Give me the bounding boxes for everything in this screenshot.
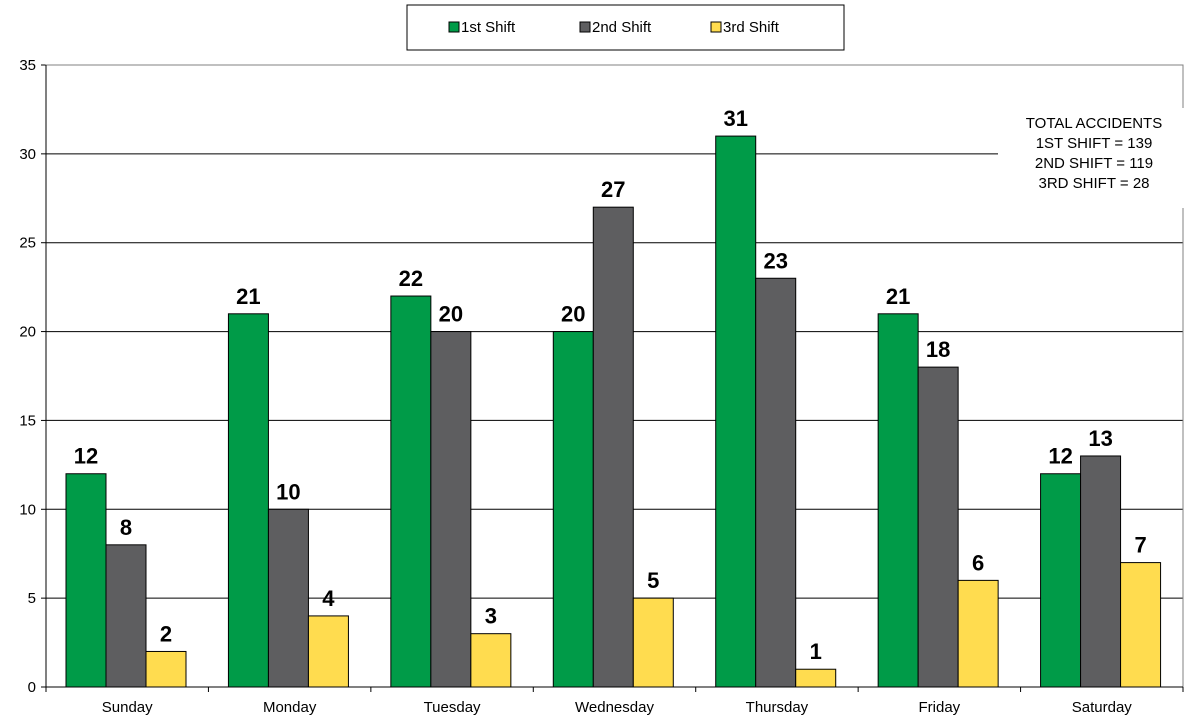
y-tick-label: 20 xyxy=(19,324,36,341)
bar xyxy=(795,668,837,688)
legend-label: 3rd Shift xyxy=(723,19,780,36)
bar xyxy=(267,508,309,688)
y-tick-label: 5 xyxy=(28,590,36,607)
bar xyxy=(1080,455,1122,688)
legend-label: 1st Shift xyxy=(461,19,516,36)
bar xyxy=(715,135,757,688)
bar xyxy=(592,206,634,688)
x-tick-label: Wednesday xyxy=(575,699,654,716)
bar xyxy=(307,615,349,688)
annotation-line: 1ST SHIFT = 139 xyxy=(1036,135,1153,152)
data-label: 21 xyxy=(886,284,910,309)
bar xyxy=(430,331,472,688)
bar xyxy=(552,331,594,688)
bar xyxy=(877,313,919,688)
bar xyxy=(1120,562,1162,688)
x-tick-label: Thursday xyxy=(746,699,809,716)
data-label: 18 xyxy=(926,337,950,362)
data-label: 23 xyxy=(763,248,787,273)
bars xyxy=(65,135,1162,688)
x-tick-label: Friday xyxy=(919,699,961,716)
data-label: 6 xyxy=(972,550,984,575)
legend-swatch xyxy=(579,21,591,33)
bar xyxy=(917,366,959,688)
total-accidents-annotation: TOTAL ACCIDENTS 1ST SHIFT = 139 2ND SHIFT … xyxy=(998,108,1190,208)
x-tick-label: Monday xyxy=(263,699,317,716)
data-label: 12 xyxy=(1048,444,1072,469)
annotation-box xyxy=(998,108,1190,208)
bar xyxy=(755,277,797,688)
data-label: 8 xyxy=(120,515,132,540)
data-label: 20 xyxy=(439,302,463,327)
annotation-line: 3RD SHIFT = 28 xyxy=(1038,175,1149,192)
y-tick-label: 25 xyxy=(19,235,36,252)
data-label: 1 xyxy=(810,639,822,664)
x-tick-label: Saturday xyxy=(1072,699,1133,716)
bar xyxy=(227,313,269,688)
data-label: 5 xyxy=(647,568,659,593)
bar xyxy=(145,650,187,688)
bar xyxy=(65,473,107,688)
legend: 1st Shift 2nd Shift 3rd Shift xyxy=(406,4,845,51)
y-tick-label: 0 xyxy=(28,679,36,696)
data-label: 21 xyxy=(236,284,260,309)
x-tick-label: Sunday xyxy=(102,699,153,716)
data-label: 13 xyxy=(1088,426,1112,451)
legend-label: 2nd Shift xyxy=(592,19,652,36)
data-label: 12 xyxy=(74,444,98,469)
y-axis-ticks: 0 5 10 15 20 25 30 35 xyxy=(19,57,36,696)
data-label: 22 xyxy=(399,266,423,291)
y-tick-label: 15 xyxy=(19,412,36,429)
legend-swatch xyxy=(448,21,460,33)
bar xyxy=(957,579,999,688)
data-labels: 12 21 22 20 31 21 12 8 10 20 27 23 18 13 2 4 3 5 1 6 7 xyxy=(74,106,1147,664)
y-tick-label: 30 xyxy=(19,146,36,163)
bar xyxy=(105,544,147,688)
axes xyxy=(41,64,1184,692)
data-label: 2 xyxy=(160,621,172,646)
bar xyxy=(632,597,674,688)
x-axis-ticks: Sunday Monday Tuesday Wednesday Thursday Frid… xyxy=(102,699,1133,716)
data-label: 31 xyxy=(723,106,747,131)
data-label: 20 xyxy=(561,302,585,327)
bar xyxy=(1040,473,1082,688)
data-label: 3 xyxy=(485,604,497,629)
x-tick-label: Tuesday xyxy=(424,699,481,716)
data-label: 7 xyxy=(1134,533,1146,558)
legend-swatch xyxy=(710,21,722,33)
annotation-line: TOTAL ACCIDENTS xyxy=(1026,115,1162,132)
bar xyxy=(390,295,432,688)
y-tick-label: 10 xyxy=(19,501,36,518)
annotation-line: 2ND SHIFT = 119 xyxy=(1035,155,1153,172)
data-label: 10 xyxy=(276,479,300,504)
y-tick-label: 35 xyxy=(19,57,36,74)
bar xyxy=(470,633,512,688)
data-label: 4 xyxy=(322,586,335,611)
legend-box xyxy=(406,4,845,51)
data-label: 27 xyxy=(601,177,625,202)
